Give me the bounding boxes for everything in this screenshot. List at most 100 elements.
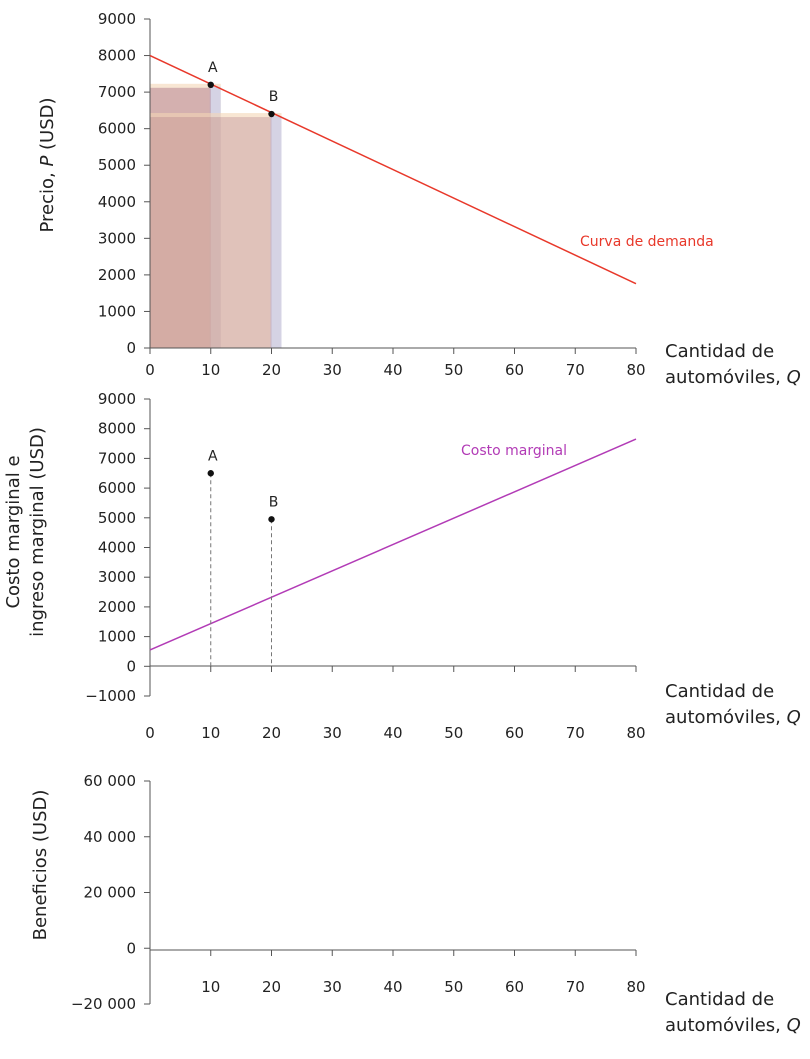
profit-y-tick-label: 40 000 bbox=[84, 828, 137, 846]
demand-y-tick-label: 8000 bbox=[98, 47, 136, 65]
profit-y-tick-label: −20 000 bbox=[71, 995, 136, 1013]
demand-x-axis-title-var: Q bbox=[787, 367, 801, 388]
demand-x-ticks: 0 10 20 30 40 50 60 70 80 bbox=[145, 348, 646, 379]
demand-point-B bbox=[268, 110, 275, 118]
marginal-point-B bbox=[268, 516, 275, 523]
demand-series bbox=[149, 54, 637, 285]
marginal-point-A bbox=[207, 470, 214, 477]
demand-x-tick-label: 60 bbox=[505, 361, 524, 379]
profit-x-axis-title-line2: automóviles, Q bbox=[665, 1015, 801, 1036]
profit-x-tick-label: 20 bbox=[262, 978, 281, 996]
profit-x-axis-title-var: Q bbox=[787, 1015, 801, 1036]
demand-y-tick-label: 4000 bbox=[98, 193, 136, 211]
demand-y-tick-label: 3000 bbox=[98, 229, 136, 247]
marginal-y-axis-title-line2: ingreso marginal (USD) bbox=[27, 427, 48, 637]
marginal-points: AB bbox=[207, 448, 279, 666]
marginal-x-axis-title-line2: automóviles, Q bbox=[665, 707, 801, 728]
marginal-y-tick-label: 1000 bbox=[98, 628, 136, 646]
marginal-cost-label: Costo marginal bbox=[461, 443, 567, 459]
revenue-rect-20 bbox=[150, 117, 272, 349]
marginal-y-tick-label: 0 bbox=[126, 657, 136, 675]
marginal-x-tick-label: 30 bbox=[323, 724, 342, 742]
profit-y-ticks: −20 000 0 20 000 40 000 60 000 bbox=[71, 772, 150, 1013]
marginal-x-ticks: 0 10 20 30 40 50 60 70 80 bbox=[145, 666, 646, 742]
demand-y-axis-title-var: P bbox=[37, 156, 58, 167]
revenue-rect-shadow-20 bbox=[150, 113, 282, 349]
marginal-series bbox=[149, 438, 637, 651]
marginal-y-axis-title-line1: Costo marginal e bbox=[3, 455, 24, 608]
marginal-y-tick-label: 3000 bbox=[98, 568, 136, 586]
demand-point-label-B: B bbox=[269, 89, 279, 105]
marginal-point-label-A: A bbox=[208, 448, 218, 464]
marginal-y-tick-label: 8000 bbox=[98, 420, 136, 438]
profit-axes bbox=[149, 781, 636, 1004]
profit-x-tick-label: 70 bbox=[566, 978, 585, 996]
marginal-x-tick-label: 20 bbox=[262, 724, 281, 742]
revenue-rect-edge-20 bbox=[270, 116, 282, 349]
demand-x-axis-title-line2: automóviles, Q bbox=[665, 367, 801, 388]
marginal-x-tick-label: 70 bbox=[566, 724, 585, 742]
marginal-chart: −1000 0 1000 2000 3000 4000 5000 6000 7000 8000 90… bbox=[3, 390, 801, 742]
marginal-point-label-B: B bbox=[269, 494, 279, 510]
profit-x-tick-label: 50 bbox=[444, 978, 463, 996]
demand-y-axis-title: Precio, P (USD) bbox=[37, 97, 58, 232]
demand-x-tick-label: 10 bbox=[201, 361, 220, 379]
marginal-y-tick-label: 5000 bbox=[98, 509, 136, 527]
marginal-y-tick-label: 4000 bbox=[98, 539, 136, 557]
demand-y-tick-label: 9000 bbox=[98, 10, 136, 28]
marginal-y-tick-label: 6000 bbox=[98, 479, 136, 497]
profit-x-axis-title-line1: Cantidad de bbox=[665, 989, 774, 1010]
demand-x-tick-label: 0 bbox=[145, 361, 155, 379]
demand-y-tick-label: 0 bbox=[126, 339, 136, 357]
marginal-line bbox=[149, 438, 637, 651]
demand-y-tick-label: 5000 bbox=[98, 156, 136, 174]
marginal-y-tick-label: 9000 bbox=[98, 390, 136, 408]
demand-line bbox=[149, 54, 637, 285]
demand-curve-label: Curva de demanda bbox=[580, 234, 714, 250]
demand-y-tick-label: 7000 bbox=[98, 83, 136, 101]
profit-x-tick-label: 40 bbox=[383, 978, 402, 996]
marginal-x-axis-title-line1: Cantidad de bbox=[665, 681, 774, 702]
profit-x-tick-label: 60 bbox=[505, 978, 524, 996]
demand-x-tick-label: 30 bbox=[323, 361, 342, 379]
marginal-x-tick-label: 40 bbox=[383, 724, 402, 742]
profit-y-tick-label: 20 000 bbox=[84, 884, 137, 902]
demand-y-axis-title-suffix: (USD) bbox=[37, 97, 58, 155]
demand-point-A bbox=[207, 81, 214, 89]
demand-x-tick-label: 20 bbox=[262, 361, 281, 379]
marginal-x-tick-label: 80 bbox=[626, 724, 645, 742]
demand-x-axis-title-line1: Cantidad de bbox=[665, 341, 774, 362]
revenue-rectangles bbox=[150, 83, 282, 349]
demand-x-axis-title-line2-text: automóviles, bbox=[665, 367, 787, 388]
marginal-x-tick-label: 50 bbox=[444, 724, 463, 742]
demand-point-label-A: A bbox=[208, 60, 218, 76]
demand-chart: 0 1000 2000 3000 4000 5000 6000 7000 8000 9000 0 1… bbox=[37, 10, 801, 388]
demand-points: AB bbox=[207, 60, 279, 118]
profit-x-tick-label: 10 bbox=[201, 978, 220, 996]
marginal-x-axis-title-var: Q bbox=[787, 707, 801, 728]
marginal-y-tick-label: 2000 bbox=[98, 598, 136, 616]
demand-y-tick-label: 1000 bbox=[98, 302, 136, 320]
demand-y-tick-label: 6000 bbox=[98, 120, 136, 138]
marginal-y-tick-label: 7000 bbox=[98, 449, 136, 467]
profit-x-tick-label: 30 bbox=[323, 978, 342, 996]
demand-x-tick-label: 80 bbox=[626, 361, 645, 379]
marginal-x-tick-label: 10 bbox=[201, 724, 220, 742]
marginal-y-tick-label: −1000 bbox=[85, 687, 136, 705]
demand-x-tick-label: 50 bbox=[444, 361, 463, 379]
profit-x-tick-label: 80 bbox=[626, 978, 645, 996]
demand-x-tick-label: 40 bbox=[383, 361, 402, 379]
demand-x-tick-label: 70 bbox=[566, 361, 585, 379]
demand-y-ticks: 0 1000 2000 3000 4000 5000 6000 7000 8000 9000 bbox=[98, 10, 150, 357]
marginal-x-tick-label: 0 bbox=[145, 724, 155, 742]
profit-y-axis-title: Beneficios (USD) bbox=[30, 790, 51, 941]
demand-y-tick-label: 2000 bbox=[98, 266, 136, 284]
demand-y-axis-title-prefix: Precio, bbox=[37, 167, 58, 233]
profit-chart: −20 000 0 20 000 40 000 60 000 10 20 30 40 50 60 7… bbox=[30, 772, 801, 1036]
profit-y-tick-label: 0 bbox=[126, 939, 136, 957]
profit-x-ticks: 10 20 30 40 50 60 70 80 bbox=[201, 950, 646, 996]
marginal-x-tick-label: 60 bbox=[505, 724, 524, 742]
marginal-x-axis-title-line2-text: automóviles, bbox=[665, 707, 787, 728]
profit-y-tick-label: 60 000 bbox=[84, 772, 137, 790]
